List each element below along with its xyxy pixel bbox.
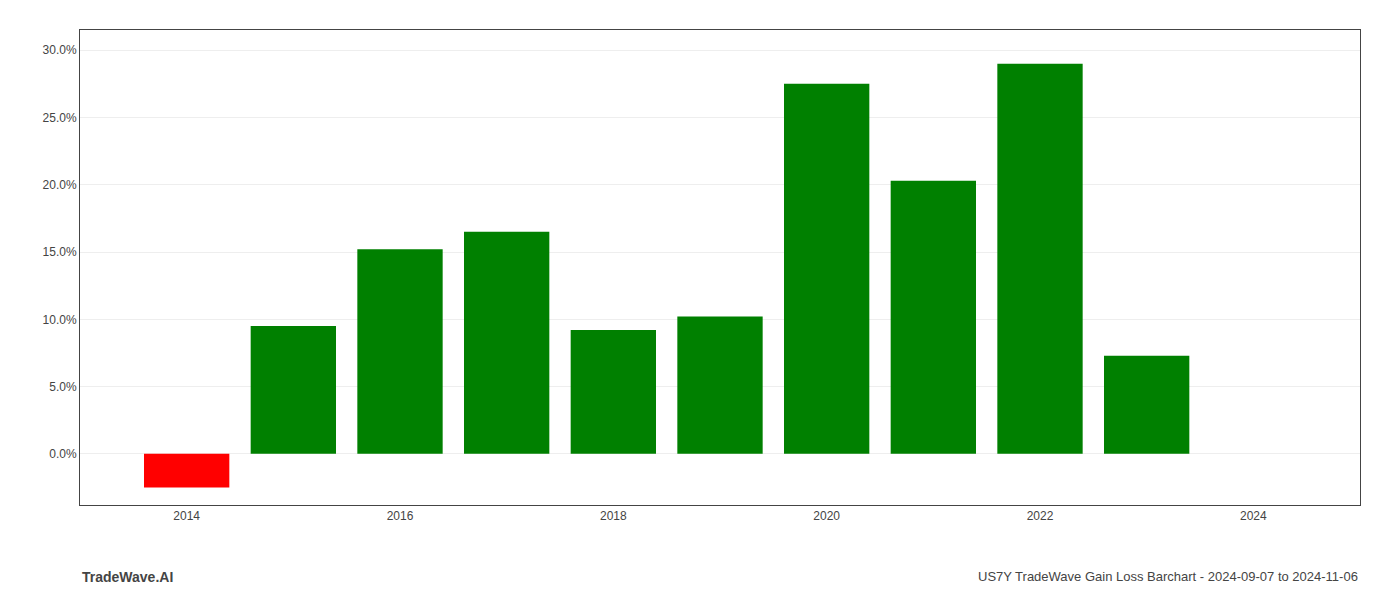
svg-text:2016: 2016	[387, 509, 414, 523]
svg-text:30.0%: 30.0%	[43, 43, 77, 57]
svg-text:0.0%: 0.0%	[49, 447, 77, 461]
svg-text:2024: 2024	[1240, 509, 1267, 523]
svg-text:2022: 2022	[1027, 509, 1054, 523]
svg-text:2014: 2014	[173, 509, 200, 523]
svg-text:US7Y TradeWave Gain Loss Barch: US7Y TradeWave Gain Loss Barchart - 2024…	[978, 569, 1358, 584]
svg-text:25.0%: 25.0%	[43, 111, 77, 125]
svg-text:2018: 2018	[600, 509, 627, 523]
svg-text:5.0%: 5.0%	[49, 380, 77, 394]
svg-text:15.0%: 15.0%	[43, 245, 77, 259]
svg-text:2020: 2020	[813, 509, 840, 523]
svg-text:10.0%: 10.0%	[43, 313, 77, 327]
svg-text:TradeWave.AI: TradeWave.AI	[82, 569, 173, 585]
svg-text:20.0%: 20.0%	[43, 178, 77, 192]
